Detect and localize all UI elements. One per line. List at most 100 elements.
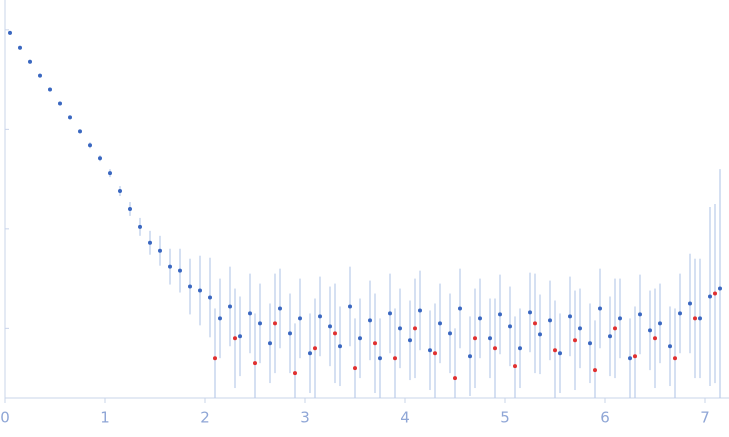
x-tick-label: 7: [700, 409, 710, 427]
point: [318, 314, 322, 319]
point: [278, 306, 282, 311]
x-tick-label: 6: [600, 409, 610, 427]
point: [258, 321, 262, 326]
point: [438, 321, 442, 326]
point: [88, 143, 92, 148]
point: [253, 361, 257, 366]
point: [513, 364, 517, 369]
point: [693, 316, 697, 321]
point: [118, 189, 122, 194]
point: [138, 224, 142, 229]
point: [28, 59, 32, 64]
point: [518, 346, 522, 351]
point: [213, 356, 217, 361]
point: [338, 344, 342, 349]
point: [698, 316, 702, 321]
point: [288, 331, 292, 336]
point: [168, 264, 172, 269]
point: [608, 334, 612, 339]
x-tick-label: 3: [300, 409, 310, 427]
point: [553, 348, 557, 353]
point: [668, 344, 672, 349]
point: [158, 248, 162, 253]
point: [468, 354, 472, 359]
point: [373, 341, 377, 346]
point: [268, 341, 272, 346]
point: [538, 332, 542, 337]
point: [598, 306, 602, 311]
point: [453, 376, 457, 381]
point: [18, 45, 22, 50]
point: [233, 336, 237, 341]
point: [678, 311, 682, 316]
point: [98, 156, 102, 161]
point: [218, 316, 222, 321]
point: [148, 240, 152, 245]
point: [428, 348, 432, 353]
point: [448, 331, 452, 336]
x-tick-label: 5: [500, 409, 510, 427]
point: [478, 316, 482, 321]
point: [558, 351, 562, 356]
point: [653, 336, 657, 341]
point: [578, 326, 582, 331]
point: [573, 338, 577, 343]
point: [58, 101, 62, 106]
point: [658, 321, 662, 326]
point: [348, 304, 352, 309]
point: [458, 306, 462, 311]
point: [188, 284, 192, 289]
point: [248, 311, 252, 316]
point: [588, 341, 592, 346]
point: [568, 314, 572, 319]
point: [228, 304, 232, 309]
point: [628, 356, 632, 361]
point: [613, 326, 617, 331]
point: [178, 268, 182, 273]
point: [393, 356, 397, 361]
point: [398, 326, 402, 331]
point: [198, 288, 202, 293]
x-tick-label: 0: [0, 409, 10, 427]
point: [48, 87, 52, 92]
point: [648, 328, 652, 333]
point: [533, 321, 537, 326]
point: [68, 115, 72, 120]
point: [108, 171, 112, 176]
point: [293, 371, 297, 376]
point: [548, 318, 552, 323]
point: [273, 321, 277, 326]
point: [618, 316, 622, 321]
point: [718, 286, 722, 291]
point: [593, 368, 597, 373]
point: [238, 334, 242, 339]
point: [673, 356, 677, 361]
point: [638, 312, 642, 317]
point: [328, 324, 332, 329]
point: [528, 310, 532, 315]
point: [368, 318, 372, 323]
point: [413, 326, 417, 331]
point: [8, 30, 12, 35]
point: [408, 338, 412, 343]
x-tick-label: 1: [100, 409, 110, 427]
x-tick-label: 4: [400, 409, 410, 427]
point: [473, 336, 477, 341]
point: [358, 336, 362, 341]
point: [353, 366, 357, 371]
point: [488, 336, 492, 341]
x-tick-label: 2: [200, 409, 210, 427]
point: [378, 356, 382, 361]
point: [633, 354, 637, 359]
point: [418, 308, 422, 313]
point: [128, 206, 132, 211]
point: [313, 346, 317, 351]
point: [708, 294, 712, 299]
point: [308, 351, 312, 356]
point: [333, 331, 337, 336]
point: [298, 316, 302, 321]
point: [493, 346, 497, 351]
point: [713, 291, 717, 296]
point: [688, 301, 692, 306]
